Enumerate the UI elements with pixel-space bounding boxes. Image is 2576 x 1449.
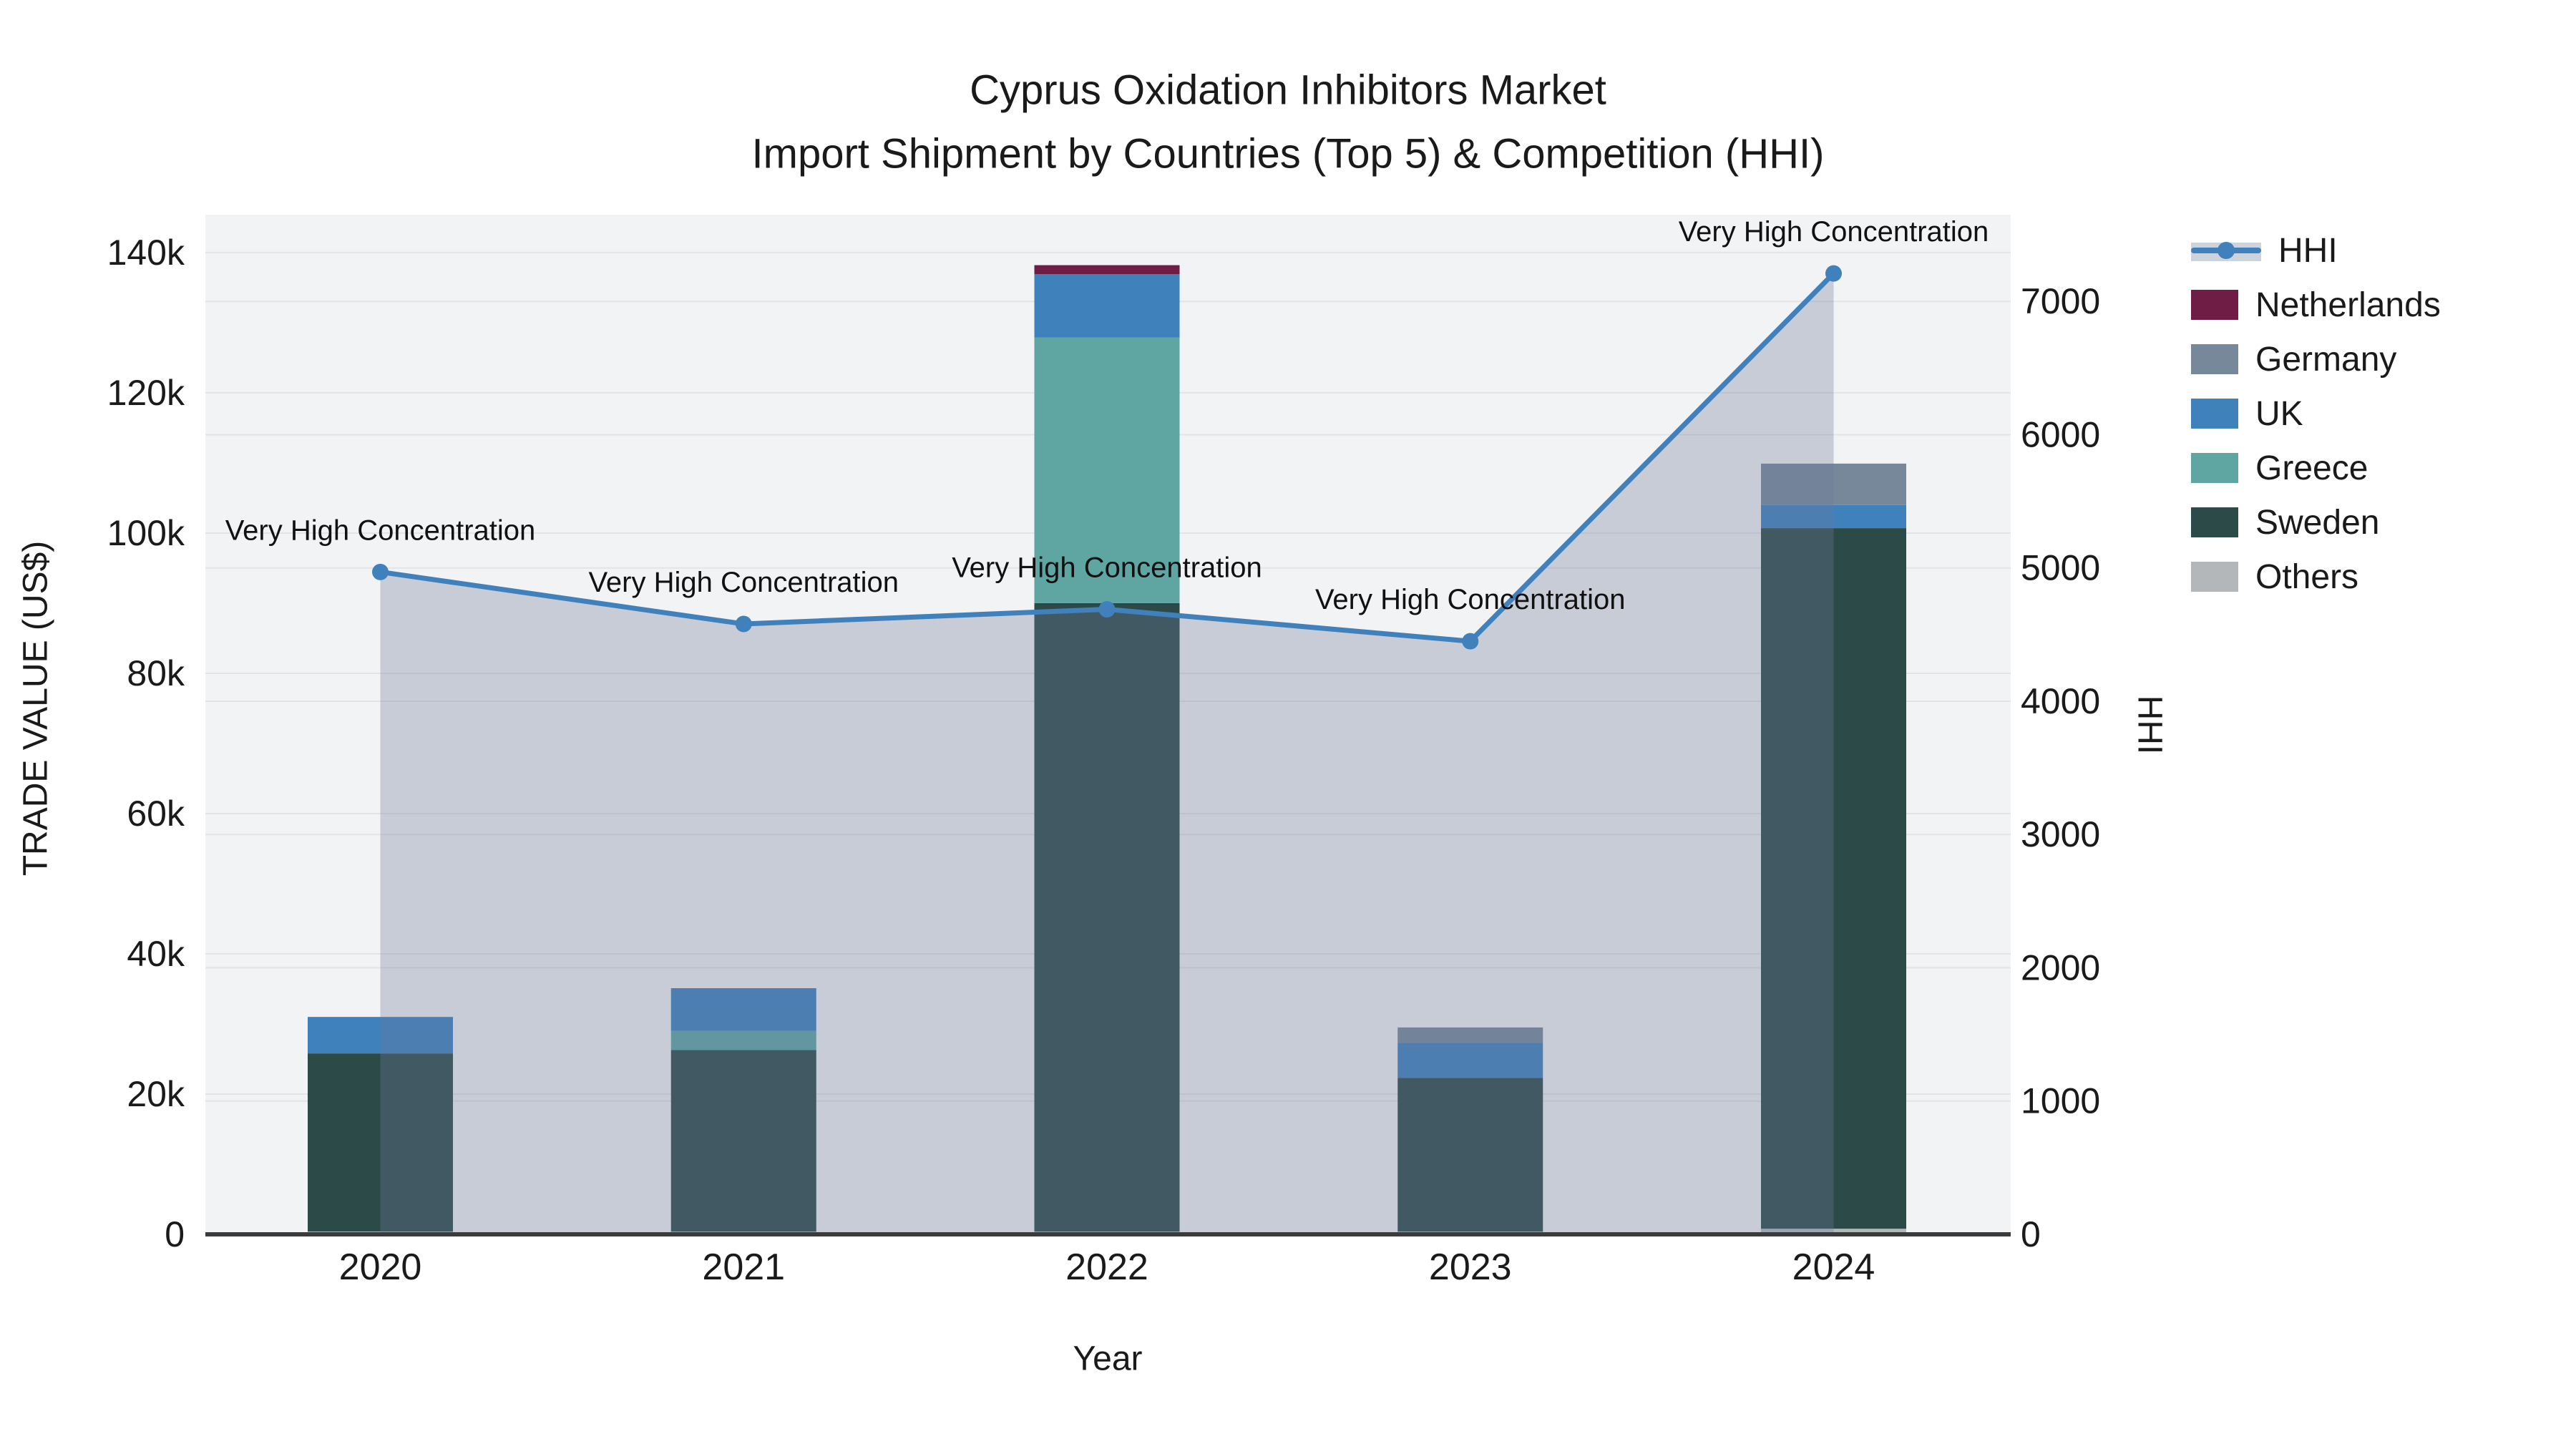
y-axis-title-right: HHI xyxy=(2130,695,2169,755)
legend-item-hhi[interactable]: HHI xyxy=(2191,231,2441,270)
hhi-marker-2024[interactable] xyxy=(1825,265,1842,282)
hhi-marker-2021[interactable] xyxy=(735,615,752,633)
bar-segment-uk-2024[interactable] xyxy=(1761,504,1906,529)
y-right-tick-1000: 1000 xyxy=(2021,1081,2100,1121)
sweden-swatch-icon xyxy=(2191,507,2238,537)
y-left-tick-60k: 60k xyxy=(127,794,185,834)
hhi-area-fill xyxy=(380,273,1834,1234)
bar-segment-sweden-2024[interactable] xyxy=(1761,528,1906,1229)
bar-segment-sweden-2020[interactable] xyxy=(308,1053,453,1232)
y-left-tick-80k: 80k xyxy=(127,653,185,693)
annotation-very-high-concentration-2022: Very High Concentration xyxy=(952,552,1262,583)
y-left-tick-0: 0 xyxy=(165,1214,185,1254)
legend: HHI Netherlands Germany UK Greece Sweden Other… xyxy=(2191,231,2441,596)
germany-swatch-icon xyxy=(2191,344,2238,374)
hhi-line-swatch-icon xyxy=(2191,235,2261,265)
legend-item-netherlands[interactable]: Netherlands xyxy=(2191,286,2441,324)
legend-item-label: UK xyxy=(2255,394,2303,433)
y-right-tick-0: 0 xyxy=(2021,1214,2041,1254)
legend-item-greece[interactable]: Greece xyxy=(2191,449,2441,487)
legend-item-label: Greece xyxy=(2255,449,2368,487)
netherlands-swatch-icon xyxy=(2191,290,2238,320)
bar-segment-uk-2020[interactable] xyxy=(308,1017,453,1054)
legend-item-label: HHI xyxy=(2278,231,2338,270)
greece-swatch-icon xyxy=(2191,453,2238,483)
bar-segment-uk-2021[interactable] xyxy=(670,988,816,1031)
bar-segment-netherlands-2022[interactable] xyxy=(1034,265,1180,275)
x-tick-2020: 2020 xyxy=(339,1246,422,1288)
bar-segment-greece-2022[interactable] xyxy=(1034,337,1180,603)
hhi-marker-2020[interactable] xyxy=(372,563,389,580)
y-left-tick-20k: 20k xyxy=(127,1074,185,1114)
annotation-very-high-concentration-2020: Very High Concentration xyxy=(225,514,536,546)
y-left-tick-40k: 40k xyxy=(127,934,185,974)
y-right-tick-5000: 5000 xyxy=(2021,548,2100,588)
y-right-tick-6000: 6000 xyxy=(2021,414,2100,454)
y-right-tick-7000: 7000 xyxy=(2021,281,2100,321)
y-right-tick-3000: 3000 xyxy=(2021,814,2100,854)
hhi-line-dot-icon xyxy=(2218,242,2235,259)
x-tick-2023: 2023 xyxy=(1429,1246,1512,1288)
annotation-very-high-concentration-2023: Very High Concentration xyxy=(1315,584,1626,615)
uk-swatch-icon xyxy=(2191,399,2238,429)
x-axis-line xyxy=(205,1232,2011,1236)
bar-segment-uk-2023[interactable] xyxy=(1397,1043,1543,1078)
bar-segment-uk-2022[interactable] xyxy=(1034,274,1180,338)
legend-item-label: Sweden xyxy=(2255,503,2380,542)
bar-segment-others-2024[interactable] xyxy=(1761,1229,1906,1234)
legend-item-label: Others xyxy=(2255,557,2359,596)
bar-segment-sweden-2021[interactable] xyxy=(670,1050,816,1232)
legend-item-label: Netherlands xyxy=(2255,286,2441,324)
y-right-tick-4000: 4000 xyxy=(2021,681,2100,721)
legend-item-uk[interactable]: UK xyxy=(2191,394,2441,433)
y-left-tick-140k: 140k xyxy=(107,233,185,273)
y-axis-title-left: TRADE VALUE (US$) xyxy=(16,540,55,877)
x-axis-title: Year xyxy=(1073,1340,1143,1378)
bar-segment-greece-2021[interactable] xyxy=(670,1030,816,1050)
hhi-marker-2022[interactable] xyxy=(1098,600,1116,618)
y-right-tick-2000: 2000 xyxy=(2021,947,2100,987)
bar-segment-sweden-2023[interactable] xyxy=(1397,1078,1543,1232)
legend-item-germany[interactable]: Germany xyxy=(2191,340,2441,379)
legend-item-others[interactable]: Others xyxy=(2191,557,2441,596)
legend-item-label: Germany xyxy=(2255,340,2397,379)
x-tick-2021: 2021 xyxy=(702,1246,785,1288)
legend-item-sweden[interactable]: Sweden xyxy=(2191,503,2441,542)
x-tick-2024: 2024 xyxy=(1792,1246,1875,1288)
bar-segment-sweden-2022[interactable] xyxy=(1034,602,1180,1232)
bar-segment-germany-2023[interactable] xyxy=(1397,1027,1543,1043)
bar-segment-germany-2024[interactable] xyxy=(1761,463,1906,505)
hhi-marker-2023[interactable] xyxy=(1462,633,1479,650)
y-left-tick-120k: 120k xyxy=(107,373,185,413)
y-left-tick-100k: 100k xyxy=(107,513,185,553)
annotation-very-high-concentration-2024: Very High Concentration xyxy=(1679,216,1989,248)
annotation-very-high-concentration-2021: Very High Concentration xyxy=(588,567,899,598)
x-tick-2022: 2022 xyxy=(1065,1246,1148,1288)
others-swatch-icon xyxy=(2191,562,2238,592)
